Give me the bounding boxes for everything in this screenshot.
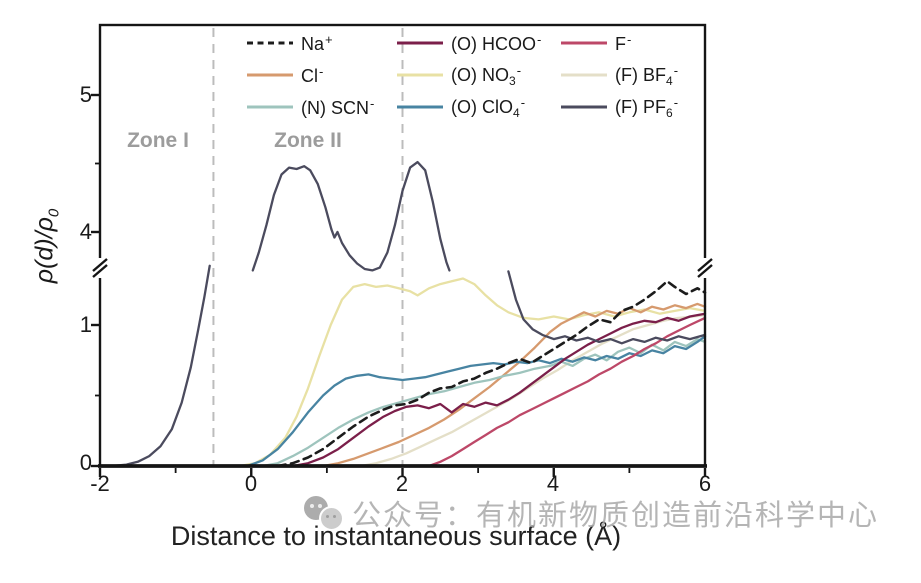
axis-break-slash	[92, 264, 108, 278]
legend-line-sample-scn	[247, 105, 293, 109]
legend-item-no3: (O) NO3-	[396, 63, 560, 88]
legend-item-clo4: (O) ClO4-	[396, 95, 560, 120]
legend-line-sample-f	[561, 41, 607, 45]
curve-f	[427, 316, 707, 468]
y-tick-label-0: 0	[79, 450, 92, 475]
axis-break-slash	[92, 258, 108, 272]
y-axis-title-subscript: 0	[45, 208, 63, 218]
zone-2-label: Zone II	[274, 129, 342, 152]
axis-break-gap	[699, 258, 711, 278]
legend: Na+ (O) HCOO- F- Cl- (O) NO3- (F) BF4- (N) SCN…	[246, 27, 710, 123]
legend-label-cl: Cl-	[301, 63, 324, 86]
curve-pf6	[251, 160, 451, 272]
legend-label-na: Na+	[301, 31, 333, 54]
curve-pf6	[110, 264, 211, 468]
legend-line-sample-no3	[397, 73, 443, 77]
axis-break-slash	[697, 264, 713, 278]
legend-item-bf4: (F) BF4-	[560, 63, 710, 88]
legend-line-sample-hcoo	[397, 41, 443, 45]
legend-label-scn: (N) SCN-	[301, 95, 375, 118]
legend-item-cl: Cl-	[246, 64, 396, 87]
curve-no3	[238, 277, 707, 468]
curve-na	[276, 280, 707, 468]
legend-line-sample-pf6	[561, 105, 607, 109]
x-tick-label-2: 2	[395, 471, 409, 496]
legend-item-pf6: (F) PF6-	[560, 95, 710, 120]
legend-item-scn: (N) SCN-	[246, 96, 396, 119]
legend-item-hcoo: (O) HCOO-	[396, 32, 560, 55]
legend-item-na: Na+	[246, 32, 396, 55]
y-axis-title-text: ρ(d)/ρ	[30, 217, 59, 284]
y-axis-title: ρ(d)/ρ0	[30, 169, 63, 324]
y-tick-label-5: 5	[79, 82, 92, 107]
y-tick-label-1: 1	[79, 312, 92, 337]
legend-line-sample-na	[247, 41, 293, 45]
curve-cl	[321, 302, 707, 468]
zone-1-label: Zone I	[127, 129, 189, 152]
legend-label-f: F-	[615, 31, 632, 54]
x-tick-label-6: 6	[698, 471, 712, 496]
axis-break-gap	[94, 258, 106, 278]
curve-bf4	[359, 313, 707, 468]
legend-label-pf6: (F) PF6-	[615, 94, 679, 120]
axis-break-slash	[697, 258, 713, 272]
watermark: 公众号：有机新物质创造前沿科学中心	[304, 492, 879, 534]
wechat-badge-icon	[304, 495, 344, 531]
x-tick-label-0: 0	[244, 471, 258, 496]
legend-label-hcoo: (O) HCOO-	[451, 31, 542, 54]
curve-clo4	[246, 335, 707, 468]
legend-item-f: F-	[560, 32, 710, 55]
x-tick-label-4: 4	[546, 471, 560, 496]
y-tick-label-4: 4	[79, 219, 92, 244]
legend-label-bf4: (F) BF4-	[615, 62, 679, 88]
x-axis-title: Distance to instantaneous surface (Å)	[170, 521, 622, 551]
watermark-text: 公众号：有机新物质创造前沿科学中心	[352, 500, 880, 532]
x-tick-label-neg2: -2	[90, 471, 110, 496]
legend-label-no3: (O) NO3-	[451, 62, 522, 88]
curve-pf6	[507, 270, 707, 345]
legend-line-sample-cl	[247, 73, 293, 77]
curve-hcoo	[291, 312, 707, 468]
watermark-face-right	[319, 506, 344, 531]
legend-line-sample-bf4	[561, 73, 607, 77]
legend-label-clo4: (O) ClO4-	[451, 94, 526, 120]
legend-line-sample-clo4	[397, 105, 443, 109]
